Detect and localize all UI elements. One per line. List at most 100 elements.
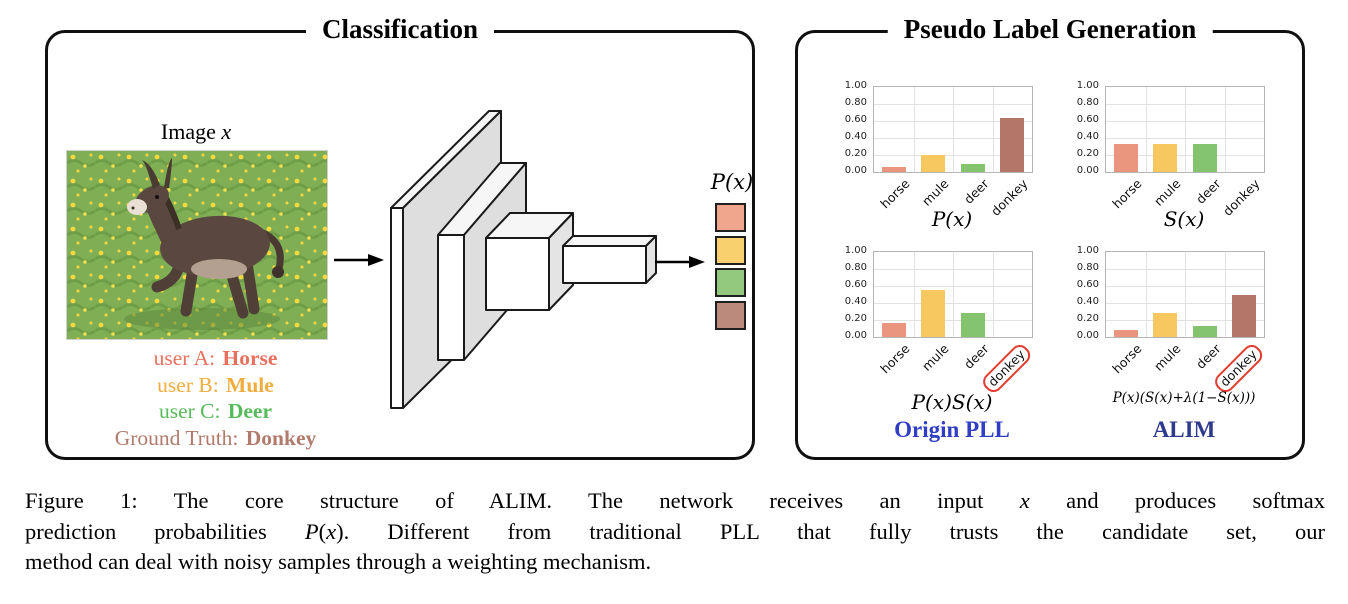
caption-line: method can deal with noisy samples throu…	[25, 547, 1325, 578]
y-tick-label: 0.80	[844, 97, 867, 108]
text-segment: x	[221, 119, 232, 144]
y-tick-label: 1.00	[1076, 80, 1099, 91]
bar-donkey	[1000, 118, 1025, 172]
x-tick-label: deer	[960, 341, 992, 372]
bar-deer	[960, 163, 985, 172]
y-tick-label: 0.60	[844, 279, 867, 290]
network-layer-3	[485, 212, 574, 311]
bar-mule	[1153, 143, 1178, 172]
y-tick-label: 1.00	[1076, 245, 1099, 256]
text-segment: )	[336, 518, 344, 544]
x-tick-label: mule	[919, 341, 952, 374]
y-tick-label: 0.20	[1076, 148, 1099, 159]
plot-area	[1105, 86, 1265, 173]
output-square	[715, 300, 746, 330]
plot-area	[1105, 251, 1265, 338]
output-square	[715, 268, 746, 297]
y-tick-label: 0.40	[844, 131, 867, 142]
y-tick-label: 0.80	[844, 262, 867, 273]
arrow-right-icon	[655, 256, 705, 268]
candidate-labels: user A: Horse user B: Mule user C: Deer Gro…	[48, 345, 383, 451]
y-tick-label: 0.40	[1076, 296, 1099, 307]
y-tick-label: 0.00	[1076, 165, 1099, 176]
method-label: ALIM	[1152, 417, 1216, 442]
x-tick-label: mule	[1151, 341, 1184, 374]
x-tick-label: mule	[919, 176, 952, 209]
gridline	[953, 87, 954, 172]
x-tick-label: deer	[960, 176, 992, 207]
y-tick-label: 0.00	[1076, 330, 1099, 341]
y-tick-label: 0.00	[844, 330, 867, 341]
y-tick-label: 0.60	[1076, 114, 1099, 125]
x-tick-label: deer	[1192, 341, 1224, 372]
annotation-prefix: user C:	[158, 399, 226, 423]
y-tick-label: 0.60	[844, 114, 867, 125]
bar-donkey	[1232, 294, 1257, 337]
x-tick-label: horse	[877, 176, 913, 212]
chart-title: P(x)(S(x)+λ(1−S(x)))	[1112, 390, 1256, 406]
donkey-photo	[66, 150, 328, 340]
text-segment: Figure 1: The core structure of ALIM. Th…	[25, 488, 1020, 513]
output-square	[715, 235, 746, 265]
bar-horse	[1113, 143, 1138, 172]
pseudo-label-title: Pseudo Label Generation	[887, 14, 1213, 45]
y-tick-label: 0.40	[1076, 131, 1099, 142]
gridline	[1185, 252, 1186, 337]
output-square	[715, 203, 746, 232]
annotation-line: user B: Mule	[48, 372, 383, 399]
bar-deer	[1192, 143, 1217, 172]
annotation-line: Ground Truth: Donkey	[48, 425, 383, 452]
gridline	[953, 252, 954, 337]
annotation-line: user A: Horse	[48, 345, 383, 372]
caption-line: prediction probabilities P(x). Different…	[25, 517, 1325, 548]
plot-area	[873, 251, 1033, 338]
chart-sx: 1.00 0.80 0.60 0.40 0.20 0.00 horse mule deer don…	[1065, 76, 1285, 291]
softmax-output-squares	[715, 203, 751, 333]
chart-origin-pll: 1.00 0.80 0.60 0.40 0.20 0.00 horse mule deer don…	[833, 241, 1053, 456]
output-label: P(x)	[697, 170, 767, 194]
annotation-label: Deer	[227, 399, 273, 423]
text-segment: and produces softmax	[1029, 488, 1326, 513]
annotation-label: Mule	[226, 372, 274, 397]
bar-mule	[1153, 313, 1178, 337]
y-tick-label: 1.00	[844, 245, 867, 256]
x-tick-label: horse	[1109, 341, 1145, 377]
text-segment: . Different from traditional PLL that fu…	[343, 518, 1325, 544]
y-tick-label: 0.20	[844, 313, 867, 324]
gridline	[913, 252, 915, 337]
bar-deer	[1192, 325, 1217, 337]
text-segment: prediction probabilities	[25, 518, 305, 544]
arrow-right-icon	[334, 254, 384, 266]
y-tick-label: 0.20	[1076, 313, 1099, 324]
method-label: Origin PLL	[894, 417, 1010, 442]
x-tick-label: horse	[877, 341, 913, 377]
gridline	[1145, 87, 1147, 172]
gridline	[992, 87, 994, 172]
chart-title: P(x)S(x)	[911, 390, 993, 414]
pseudo-label-panel: Pseudo Label Generation 1.00 0.80 0.60 0.40…	[795, 14, 1305, 460]
chart-title: P(x)	[931, 207, 973, 231]
text-segment: (	[724, 170, 734, 194]
bar-horse	[881, 166, 906, 172]
text-segment: Image	[160, 119, 222, 144]
text-segment: P	[710, 170, 725, 194]
bar-horse	[1113, 330, 1138, 337]
chart-px: 1.00 0.80 0.60 0.40 0.20 0.00 horse mule deer don…	[833, 76, 1053, 291]
network-layer-4	[562, 235, 657, 284]
annotation-label: Donkey	[245, 425, 317, 450]
annotation-line: user C: Deer	[48, 398, 383, 425]
y-tick-label: 0.40	[844, 296, 867, 307]
gridline	[1145, 252, 1147, 337]
image-label: Image x	[66, 119, 326, 145]
x-tick-label: deer	[1192, 176, 1224, 207]
text-segment: (	[318, 518, 327, 544]
y-tick-label: 0.80	[1076, 97, 1099, 108]
text-segment: )	[744, 170, 754, 194]
y-tick-label: 0.20	[844, 148, 867, 159]
text-segment: method can deal with noisy samples throu…	[25, 549, 652, 574]
x-tick-label: horse	[1109, 176, 1145, 212]
gridline	[1224, 252, 1226, 337]
bar-deer	[960, 313, 985, 337]
classification-title: Classification	[305, 14, 495, 45]
